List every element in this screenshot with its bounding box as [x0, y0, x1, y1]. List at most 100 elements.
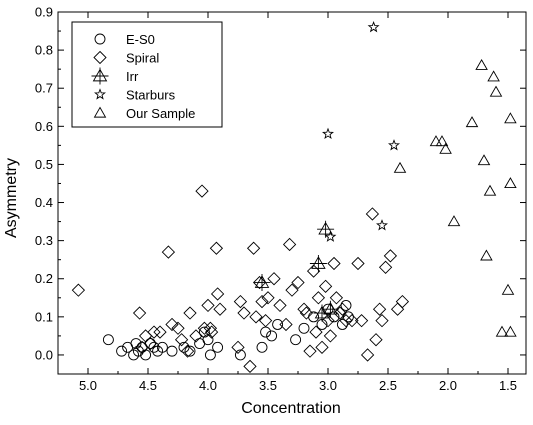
point-spiral [267, 272, 281, 286]
legend-label-our-sample: Our Sample [126, 106, 195, 121]
y-tick-label: 0.2 [35, 271, 53, 286]
y-tick-label: 0.8 [35, 43, 53, 58]
point-spiral [372, 302, 387, 316]
point-our-sample [447, 215, 461, 227]
point-spiral [279, 317, 293, 332]
point-spiral [375, 314, 389, 328]
point-spiral [171, 321, 185, 335]
point-our-sample [429, 135, 443, 147]
point-spiral [165, 317, 179, 332]
point-e-s0 [184, 345, 196, 357]
point-spiral [71, 283, 86, 297]
point-spiral [183, 306, 197, 320]
point-spiral [273, 298, 287, 313]
point-spiral [258, 314, 273, 328]
point-spiral [255, 294, 269, 309]
point-e-s0 [290, 334, 302, 346]
point-spiral [315, 340, 329, 354]
legend-label-e-s0: E-S0 [126, 32, 155, 47]
point-spiral [333, 306, 347, 320]
point-our-sample [495, 325, 509, 337]
point-spiral [365, 207, 380, 221]
point-spiral [243, 359, 257, 374]
legend-marker-spiral [93, 50, 107, 65]
point-spiral [195, 184, 209, 198]
point-e-s0 [266, 330, 278, 342]
point-e-s0 [144, 338, 156, 349]
point-irr [309, 254, 327, 272]
point-our-sample [487, 70, 500, 82]
point-e-s0 [256, 341, 268, 353]
point-spiral [237, 306, 251, 320]
point-e-s0 [340, 299, 352, 311]
y-tick-label: 0.9 [35, 5, 53, 20]
point-spiral [311, 291, 326, 305]
point-spiral [390, 302, 405, 316]
point-spiral [210, 287, 225, 301]
y-tick-label: 0.1 [35, 309, 53, 324]
point-starburs [367, 20, 380, 33]
point-spiral [285, 283, 299, 297]
point-our-sample [504, 177, 517, 189]
point-e-s0 [178, 341, 190, 353]
point-spiral [143, 336, 158, 351]
point-spiral [261, 291, 275, 305]
legend-label-spiral: Spiral [126, 51, 159, 66]
data-points [71, 20, 517, 374]
point-spiral [180, 344, 195, 358]
point-spiral [318, 279, 333, 293]
point-our-sample [504, 112, 517, 124]
x-axis-title: Concentration [241, 400, 341, 417]
point-spiral [299, 306, 314, 320]
point-spiral [303, 344, 317, 358]
x-tick-label: 4.0 [199, 378, 217, 393]
point-e-s0 [198, 326, 210, 338]
point-spiral [174, 333, 189, 347]
point-spiral [323, 329, 338, 343]
x-tick-label: 3.5 [259, 378, 277, 393]
point-e-s0 [156, 341, 168, 353]
legend: E-S0 Spiral Irr Starburs Our Sample [71, 21, 223, 128]
point-spiral [282, 237, 297, 252]
point-spiral [306, 264, 321, 278]
legend-marker-our-sample [93, 106, 107, 118]
point-e-s0 [116, 345, 128, 357]
point-spiral [204, 325, 219, 339]
point-e-s0 [132, 345, 144, 357]
y-tick-label: 0.6 [35, 119, 53, 134]
point-irr [321, 300, 339, 318]
point-e-s0 [130, 338, 142, 349]
point-our-sample [489, 85, 503, 97]
point-spiral [153, 325, 167, 339]
point-e-s0 [202, 334, 214, 346]
point-spiral [161, 245, 176, 259]
x-tick-label: 2.5 [379, 378, 397, 393]
x-tick-label: 2.0 [439, 378, 457, 393]
point-spiral [213, 302, 227, 316]
point-our-sample [504, 325, 517, 337]
point-spiral [197, 321, 212, 335]
point-spiral [249, 310, 263, 324]
point-starburs [324, 230, 337, 242]
point-spiral [132, 306, 147, 320]
point-spiral [351, 256, 365, 271]
point-spiral [335, 302, 350, 316]
y-tick-label: 0.0 [35, 347, 53, 362]
point-spiral [383, 249, 398, 263]
y-tick-label: 0.7 [35, 81, 53, 96]
point-e-s0 [212, 341, 224, 353]
point-spiral [395, 294, 410, 309]
point-e-s0 [102, 334, 114, 346]
point-spiral [291, 275, 305, 290]
point-starburs [388, 139, 400, 151]
point-our-sample [435, 135, 449, 147]
point-spiral [147, 325, 161, 339]
ticks: 5.0 4.5 4.0 3.5 3.0 2.5 2.0 1.5 0.0 0.1 0.2 0.3 0.4 0… [35, 5, 526, 393]
y-axis-title: Asymmetry [3, 158, 20, 238]
point-e-s0 [234, 349, 246, 361]
point-e-s0 [298, 322, 310, 334]
point-our-sample [483, 184, 497, 196]
point-our-sample [439, 142, 452, 154]
